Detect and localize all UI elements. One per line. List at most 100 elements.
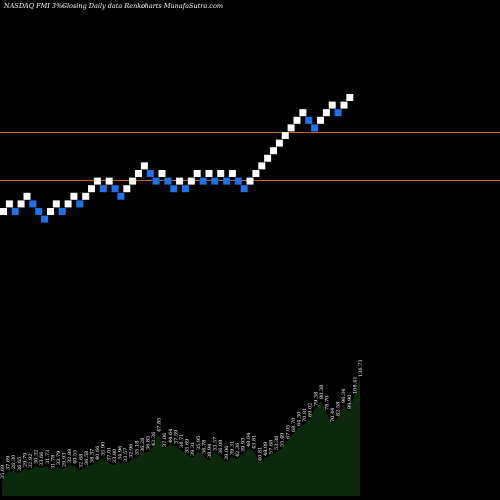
volume-label-37: 36.78 — [201, 440, 207, 454]
renko-brick-56 — [322, 109, 330, 117]
volume-label-25: 35.18 — [134, 441, 140, 455]
volume-label-52: 67.05 — [285, 425, 291, 439]
renko-brick-21 — [117, 192, 125, 200]
renko-brick-54 — [311, 124, 319, 132]
renko-brick-35 — [199, 177, 207, 185]
volume-label-65: 136.73 — [358, 360, 364, 378]
renko-brick-48 — [275, 139, 283, 147]
volume-label-56: 69.02 — [308, 403, 314, 417]
header-data-type: Closing Daily data Renko — [62, 2, 145, 10]
renko-brick-31 — [176, 177, 184, 185]
volume-label-24: 32.96 — [129, 444, 135, 458]
renko-brick-32 — [182, 185, 189, 193]
volume-label-28: 42.36 — [151, 432, 157, 446]
renko-brick-12 — [64, 200, 72, 208]
renko-brick-52 — [299, 109, 307, 117]
volume-label-18: 40.66 — [95, 446, 101, 460]
volume-label-47: 40.81 — [257, 447, 263, 461]
volume-label-6: 32.92 — [28, 454, 34, 468]
volume-label-11: 33.79 — [56, 451, 62, 465]
volume-label-14: 40.55 — [73, 450, 79, 464]
renko-brick-9 — [47, 208, 54, 215]
volume-label-50: 53.36 — [274, 436, 280, 450]
volume-label-19: 35.90 — [101, 442, 107, 456]
renko-brick-55 — [317, 116, 324, 124]
volume-label-40: 36.08 — [218, 440, 224, 454]
renko-brick-5 — [23, 192, 31, 200]
renko-brick-10 — [52, 200, 60, 208]
renko-brick-57 — [328, 101, 336, 109]
volume-label-64: 108.41 — [352, 377, 358, 395]
volume-area-fill — [2, 379, 360, 496]
renko-brick-2 — [5, 200, 13, 208]
header-exchange-symbol: NASDAQ FMI 3%~ — [3, 2, 68, 10]
volume-label-42: 39.31 — [229, 441, 235, 455]
volume-label-10: 31.78 — [50, 455, 56, 469]
volume-label-55: 70.81 — [302, 408, 308, 422]
volume-area — [2, 379, 360, 496]
renko-brick-17 — [93, 177, 101, 185]
volume-label-63: 99.90 — [347, 395, 353, 409]
volume-label-61: 82.58 — [336, 402, 342, 416]
renko-brick-37 — [211, 177, 219, 185]
renko-brick-27 — [152, 177, 160, 185]
volume-label-57: 79.38 — [313, 392, 319, 406]
volume-label-7: 30.32 — [34, 450, 40, 464]
volume-label-12: 29.93 — [62, 453, 68, 467]
volume-label-34: 35.69 — [185, 439, 191, 453]
renko-brick-33 — [187, 177, 195, 185]
volume-label-33: 34.71 — [179, 434, 185, 448]
renko-brick-8 — [41, 215, 49, 223]
renko-brick-36 — [205, 170, 213, 177]
volume-label-16: 36.58 — [84, 451, 90, 465]
volume-label-43: 42.36 — [235, 443, 241, 457]
volume-label-22: 34.96 — [118, 446, 124, 460]
renko-brick-11 — [58, 208, 66, 215]
renko-brick-47 — [270, 147, 277, 155]
volume-label-53: 68.70 — [291, 418, 297, 432]
volume-label-21: 33.80 — [112, 449, 118, 463]
renko-brick-16 — [88, 185, 95, 193]
renko-brick-58 — [334, 109, 342, 117]
volume-label-8: 33.66 — [39, 452, 45, 466]
renko-brick-18 — [99, 185, 107, 193]
renko-brick-25 — [140, 162, 148, 170]
volume-label-38: 38.94 — [207, 444, 213, 458]
volume-label-45: 48.04 — [246, 433, 252, 447]
volume-label-4: 36.65 — [17, 457, 23, 471]
renko-brick-40 — [228, 170, 236, 177]
volume-label-1: 35.69 — [0, 465, 6, 479]
renko-brick-20 — [111, 185, 119, 193]
renko-brick-39 — [223, 177, 231, 185]
volume-label-3: 26.30 — [11, 455, 17, 469]
volume-label-60: 70.44 — [330, 408, 336, 422]
renko-brick-38 — [217, 170, 225, 177]
volume-label-62: 96.34 — [341, 389, 347, 403]
volume-label-23: 33.57 — [123, 448, 129, 462]
renko-brick-23 — [129, 177, 137, 185]
renko-brick-46 — [264, 154, 272, 162]
renko-brick-1 — [0, 208, 7, 215]
header-source: charts MunafaSutra.com — [141, 2, 223, 10]
renko-brick-15 — [82, 192, 90, 200]
renko-brick-34 — [193, 170, 201, 177]
renko-brick-43 — [246, 177, 254, 185]
volume-label-46: 43.81 — [252, 435, 258, 449]
renko-brick-28 — [158, 170, 166, 177]
renko-brick-51 — [293, 116, 301, 124]
renko-bricks — [0, 94, 354, 223]
volume-label-31: 44.64 — [168, 429, 174, 443]
volume-label-26: 36.28 — [140, 438, 146, 452]
renko-brick-14 — [76, 200, 84, 208]
volume-label-15: 32.68 — [78, 454, 84, 468]
volume-label-32: 37.59 — [173, 430, 179, 444]
volume-label-58: 80.38 — [319, 385, 325, 399]
renko-brick-59 — [340, 101, 348, 109]
renko-brick-41 — [234, 177, 242, 185]
renko-brick-26 — [146, 170, 154, 177]
volume-label-49: 57.68 — [269, 440, 275, 454]
volume-label-2: 37.69 — [6, 456, 12, 470]
